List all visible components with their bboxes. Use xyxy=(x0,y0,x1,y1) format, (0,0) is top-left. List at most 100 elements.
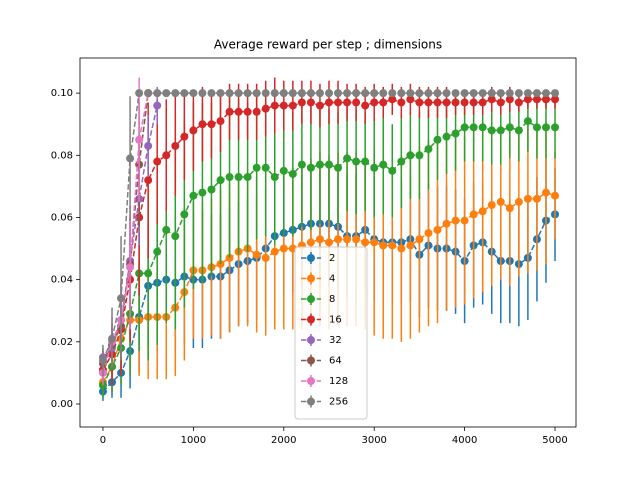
data-point xyxy=(388,166,397,175)
data-point xyxy=(126,263,135,272)
data-point xyxy=(343,89,352,98)
legend-label: 64 xyxy=(329,356,342,367)
data-point xyxy=(270,101,279,110)
data-point xyxy=(478,98,487,107)
data-point xyxy=(469,98,478,107)
data-point xyxy=(361,101,370,110)
data-point xyxy=(415,89,424,98)
y-tick-label: 0.08 xyxy=(51,150,73,161)
legend-marker xyxy=(307,295,315,303)
y-tick-label: 0.00 xyxy=(51,399,73,410)
data-point xyxy=(541,123,550,132)
data-point xyxy=(315,101,324,110)
data-point xyxy=(361,157,370,166)
data-point xyxy=(117,294,126,303)
data-point xyxy=(424,145,433,154)
data-point xyxy=(98,356,107,365)
data-point xyxy=(180,210,189,219)
data-point xyxy=(406,151,415,160)
legend-label: 32 xyxy=(329,335,342,346)
legend-label: 128 xyxy=(329,376,348,387)
data-point xyxy=(297,98,306,107)
data-point xyxy=(532,194,541,203)
data-point xyxy=(433,135,442,144)
data-point xyxy=(261,253,270,262)
data-point xyxy=(279,101,288,110)
data-point xyxy=(523,194,532,203)
data-point xyxy=(487,89,496,98)
x-tick-label: 3000 xyxy=(361,435,386,446)
data-point xyxy=(478,123,487,132)
data-point xyxy=(270,173,279,182)
data-point xyxy=(261,163,270,172)
data-point xyxy=(153,101,162,110)
x-tick-label: 0 xyxy=(100,435,106,446)
data-point xyxy=(469,89,478,98)
y-tick-label: 0.06 xyxy=(51,212,73,223)
data-point xyxy=(225,173,234,182)
data-point xyxy=(388,95,397,104)
chart-title: Average reward per step ; dimensions xyxy=(214,38,442,52)
legend-marker xyxy=(307,356,315,365)
legend-marker xyxy=(307,377,315,385)
data-point xyxy=(243,107,252,116)
data-point xyxy=(379,241,388,250)
data-point xyxy=(261,89,270,98)
data-point xyxy=(144,176,153,185)
legend-label: 4 xyxy=(329,274,335,285)
data-point xyxy=(541,95,550,104)
data-point xyxy=(207,185,216,194)
data-point xyxy=(216,89,225,98)
data-point xyxy=(487,201,496,210)
data-point xyxy=(153,89,162,98)
data-point xyxy=(406,95,415,104)
x-tick-label: 2000 xyxy=(271,435,296,446)
data-point xyxy=(451,216,460,225)
data-point xyxy=(207,89,216,98)
data-point xyxy=(306,238,315,247)
data-point xyxy=(343,235,352,244)
data-point xyxy=(505,204,514,213)
data-point xyxy=(162,151,171,160)
data-point xyxy=(361,89,370,98)
data-point xyxy=(487,95,496,104)
data-point xyxy=(505,95,514,104)
data-point xyxy=(216,117,225,126)
data-point xyxy=(514,197,523,206)
x-tick-label: 5000 xyxy=(542,435,567,446)
data-point xyxy=(551,95,560,104)
data-point xyxy=(315,160,324,169)
data-point xyxy=(153,247,162,256)
data-point xyxy=(352,157,361,166)
data-point xyxy=(551,123,560,132)
data-point xyxy=(153,157,162,166)
data-point xyxy=(514,98,523,107)
legend-label: 2 xyxy=(329,253,335,264)
data-point xyxy=(406,241,415,250)
data-point xyxy=(388,241,397,250)
data-point xyxy=(523,95,532,104)
legend-marker xyxy=(307,315,315,324)
legend-label: 16 xyxy=(329,315,342,326)
data-point xyxy=(505,89,514,98)
data-point xyxy=(144,141,153,150)
data-point xyxy=(451,89,460,98)
data-point xyxy=(523,89,532,98)
data-point xyxy=(415,235,424,244)
data-point xyxy=(162,225,171,234)
data-point xyxy=(189,191,198,200)
data-point xyxy=(234,173,243,182)
data-point xyxy=(424,229,433,238)
data-point xyxy=(324,89,333,98)
legend: 2 4 8 16 32 64 128 256 xyxy=(294,246,368,420)
data-point xyxy=(469,123,478,132)
data-point xyxy=(334,98,343,107)
data-point xyxy=(288,169,297,178)
data-point xyxy=(514,126,523,135)
data-point xyxy=(261,104,270,113)
data-point xyxy=(243,173,252,182)
data-point xyxy=(270,247,279,256)
data-point xyxy=(135,89,144,98)
data-point xyxy=(315,235,324,244)
